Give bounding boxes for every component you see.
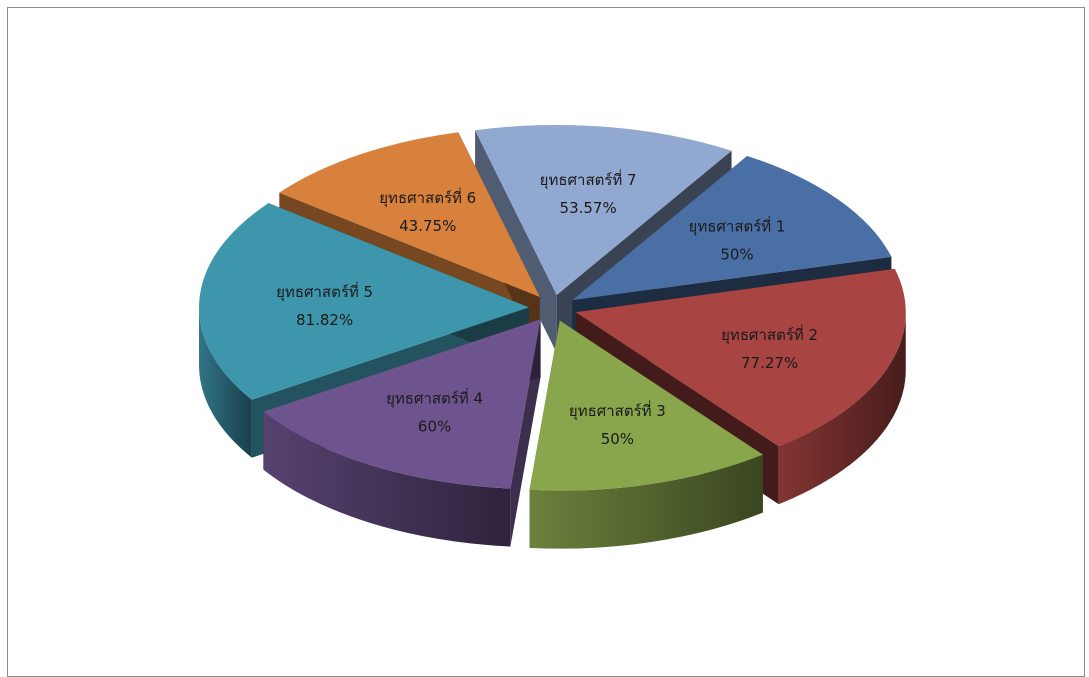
slice-category-label: ยุทธศาสตร์ที่ 6	[379, 187, 476, 208]
slice-value-label: 43.75%	[399, 217, 456, 235]
slice-outer-wall	[199, 307, 252, 458]
pie-tops	[199, 124, 906, 491]
pie-slice	[575, 268, 906, 447]
pie-slice	[263, 319, 541, 489]
slice-value-label: 77.27%	[741, 354, 798, 372]
slice-category-label: ยุทธศาสตร์ที่ 7	[540, 169, 637, 190]
slice-category-label: ยุทธศาสตร์ที่ 5	[276, 281, 373, 302]
slice-value-label: 50%	[601, 430, 634, 448]
slice-value-label: 81.82%	[296, 311, 353, 329]
slice-outer-wall	[263, 411, 511, 547]
slice-category-label: ยุทธศาสตร์ที่ 1	[689, 216, 786, 237]
pie-slice	[475, 124, 732, 295]
pie-slice	[572, 156, 892, 301]
slice-value-label: 50%	[720, 246, 753, 264]
pie-slice	[529, 320, 763, 491]
slice-outer-wall	[529, 454, 763, 549]
slice-category-label: ยุทธศาสตร์ที่ 3	[569, 400, 666, 421]
slice-outer-wall	[778, 312, 906, 505]
pie-labels: ยุทธศาสตร์ที่ 1 50% ยุทธศาสตร์ที่ 2 77.27% ย…	[276, 169, 818, 448]
slice-category-label: ยุทธศาสตร์ที่ 2	[721, 324, 818, 345]
slice-value-label: 53.57%	[560, 199, 617, 217]
slice-value-label: 60%	[418, 417, 451, 435]
slice-category-label: ยุทธศาสตร์ที่ 4	[386, 387, 483, 408]
chart-frame: ยุทธศาสตร์ที่ 1 50% ยุทธศาสตร์ที่ 2 77.27% ย…	[7, 7, 1085, 677]
pie-chart: ยุทธศาสตร์ที่ 1 50% ยุทธศาสตร์ที่ 2 77.27% ย…	[199, 124, 906, 549]
pie-slice	[199, 203, 530, 400]
pie-slice	[279, 132, 540, 297]
